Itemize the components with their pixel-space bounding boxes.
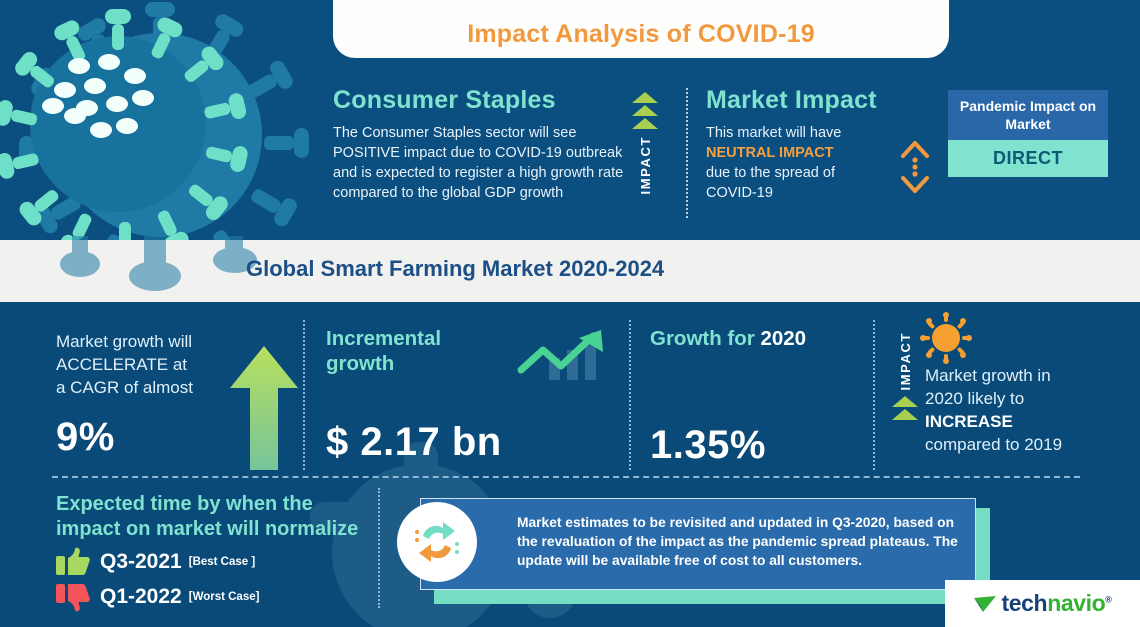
market-impact-card: Market Impact This market will have NEUT…: [706, 86, 886, 203]
virus-spot: [64, 108, 86, 124]
logo-trademark: ®: [1105, 594, 1112, 605]
virus-spot: [84, 78, 106, 94]
page-title: Impact Analysis of COVID-19: [467, 20, 815, 48]
pandemic-impact-title: Pandemic Impact on Market: [948, 90, 1108, 140]
title-banner: Impact Analysis of COVID-19: [333, 0, 949, 58]
cagr-metric: Market growth will ACCELERATE at a CAGR …: [56, 330, 236, 460]
growth-2020-heading: Growth for 2020: [650, 326, 880, 351]
incremental-growth-metric: Incremental growth $ 2.17 bn: [326, 326, 526, 465]
arrow-mark-icon: [974, 595, 997, 612]
worst-case-tag: [Worst Case]: [188, 591, 260, 603]
virus-spike: [16, 182, 61, 229]
virus-spike: [105, 9, 131, 50]
virus-spot: [124, 68, 146, 84]
metrics-panel: Market growth will ACCELERATE at a CAGR …: [0, 302, 1140, 627]
virus-spot: [42, 98, 64, 114]
report-title: Global Smart Farming Market 2020-2024: [246, 256, 665, 281]
incremental-value: $ 2.17 bn: [326, 420, 502, 464]
cagr-value: 9%: [56, 415, 115, 459]
chevron-up-icon: [632, 105, 658, 116]
impact-side-line2: 2020 likely to: [925, 389, 1025, 408]
best-case-row: Q3-2021 [Best Case ]: [56, 547, 376, 577]
market-impact-line2: due to the spread of: [706, 165, 835, 181]
consumer-staples-body: The Consumer Staples sector will see POS…: [333, 125, 624, 201]
metric-divider-2: [629, 320, 631, 470]
chevron-up-icon: [892, 409, 918, 421]
cagr-line1: Market growth will: [56, 332, 193, 351]
chevron-up-icon: [632, 92, 658, 103]
virus-spike-feet: [60, 236, 257, 291]
chevron-up-icon: [892, 396, 918, 408]
impact-side-text: Market growth in 2020 likely to INCREASE…: [925, 364, 1125, 456]
header-panel: Impact Analysis of COVID-19 Consumer Sta…: [0, 0, 1140, 240]
growth-2020-heading-white: 2020: [760, 327, 807, 350]
impact-side-line1: Market growth in: [925, 366, 1051, 385]
worst-case-label: Q1-2022: [100, 585, 182, 608]
cagr-line2: ACCELERATE at: [56, 355, 188, 374]
pandemic-impact-box: Pandemic Impact on Market DIRECT: [948, 90, 1108, 177]
normalize-block: Expected time by when the impact on mark…: [56, 492, 376, 612]
virus-spike: [264, 128, 309, 158]
worst-case-row: Q1-2022 [Worst Case]: [56, 582, 376, 612]
thumbs-down-icon: [56, 584, 90, 612]
pandemic-impact-value: DIRECT: [948, 140, 1108, 177]
growth-2020-value: 1.35%: [650, 423, 766, 467]
impact-label: IMPACT: [637, 136, 653, 195]
logo-text-part1: tech: [1001, 590, 1048, 616]
refresh-cycle-icon: [397, 502, 477, 582]
virus-spot: [106, 96, 128, 112]
normalize-divider: [378, 488, 380, 608]
market-impact-highlight: NEUTRAL IMPACT: [706, 145, 834, 161]
impact-side-line3: INCREASE: [925, 412, 1013, 431]
virus-icon: [920, 312, 972, 364]
impact-indicator-header: IMPACT: [632, 92, 658, 194]
header-divider: [686, 88, 688, 218]
virus-spot: [68, 58, 90, 74]
virus-graphic-front: [0, 9, 249, 240]
virus-spike: [150, 14, 186, 62]
market-impact-line3: COVID-19: [706, 185, 773, 201]
growth-2020-metric: Growth for 2020 1.35%: [650, 326, 880, 468]
cagr-line3: a CAGR of almost: [56, 378, 193, 397]
section-divider: [52, 476, 1080, 478]
consumer-staples-heading: Consumer Staples: [333, 86, 556, 114]
logo-text: technavio®: [1001, 590, 1111, 617]
normalize-heading-line1: Expected time by when the: [56, 493, 313, 515]
thumbs-up-icon: [56, 547, 90, 575]
callout-box: Market estimates to be revisited and upd…: [420, 498, 976, 590]
callout-text: Market estimates to be revisited and upd…: [517, 515, 958, 568]
consumer-staples-card: Consumer Staples The Consumer Staples se…: [333, 86, 633, 203]
virus-spike: [183, 182, 232, 223]
incremental-heading-line2: growth: [326, 352, 395, 375]
impact-indicator-metrics: IMPACT: [892, 332, 918, 422]
metric-divider-1: [303, 320, 305, 470]
report-title-band: [0, 240, 1140, 302]
chevron-up-icon: [632, 118, 658, 129]
market-impact-heading: Market Impact: [706, 86, 877, 114]
impact-side-line4: compared to 2019: [925, 435, 1063, 454]
incremental-heading-line1: Incremental: [326, 327, 442, 350]
virus-spike: [203, 144, 249, 174]
virus-spike: [245, 187, 300, 230]
virus-spot: [116, 118, 138, 134]
normalize-heading-line2: impact on market will normalize: [56, 518, 359, 540]
logo: technavio®: [945, 580, 1140, 627]
virus-spot: [54, 82, 76, 98]
best-case-tag: [Best Case ]: [188, 556, 256, 568]
market-impact-line1: This market will have: [706, 125, 842, 141]
best-case-label: Q3-2021: [100, 550, 182, 573]
virus-spot: [132, 90, 154, 106]
virus-spike: [0, 146, 40, 181]
metric-divider-3: [873, 320, 875, 470]
up-down-arrow-icon: [898, 138, 932, 196]
impact-label-side: IMPACT: [897, 332, 913, 391]
up-arrow-icon: [230, 346, 298, 470]
virus-spot: [98, 54, 120, 70]
growth-chart-icon: [517, 330, 603, 380]
virus-spike: [245, 58, 296, 106]
growth-2020-heading-teal: Growth for: [650, 327, 761, 350]
logo-text-part2: navio: [1047, 590, 1106, 616]
virus-spot: [90, 122, 112, 138]
